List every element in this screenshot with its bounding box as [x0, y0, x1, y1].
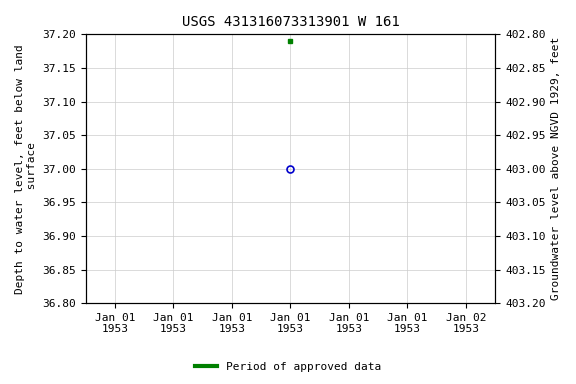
- Title: USGS 431316073313901 W 161: USGS 431316073313901 W 161: [181, 15, 399, 29]
- Y-axis label: Depth to water level, feet below land
 surface: Depth to water level, feet below land su…: [15, 44, 37, 294]
- Legend: Period of approved data: Period of approved data: [191, 358, 385, 377]
- Y-axis label: Groundwater level above NGVD 1929, feet: Groundwater level above NGVD 1929, feet: [551, 37, 561, 300]
